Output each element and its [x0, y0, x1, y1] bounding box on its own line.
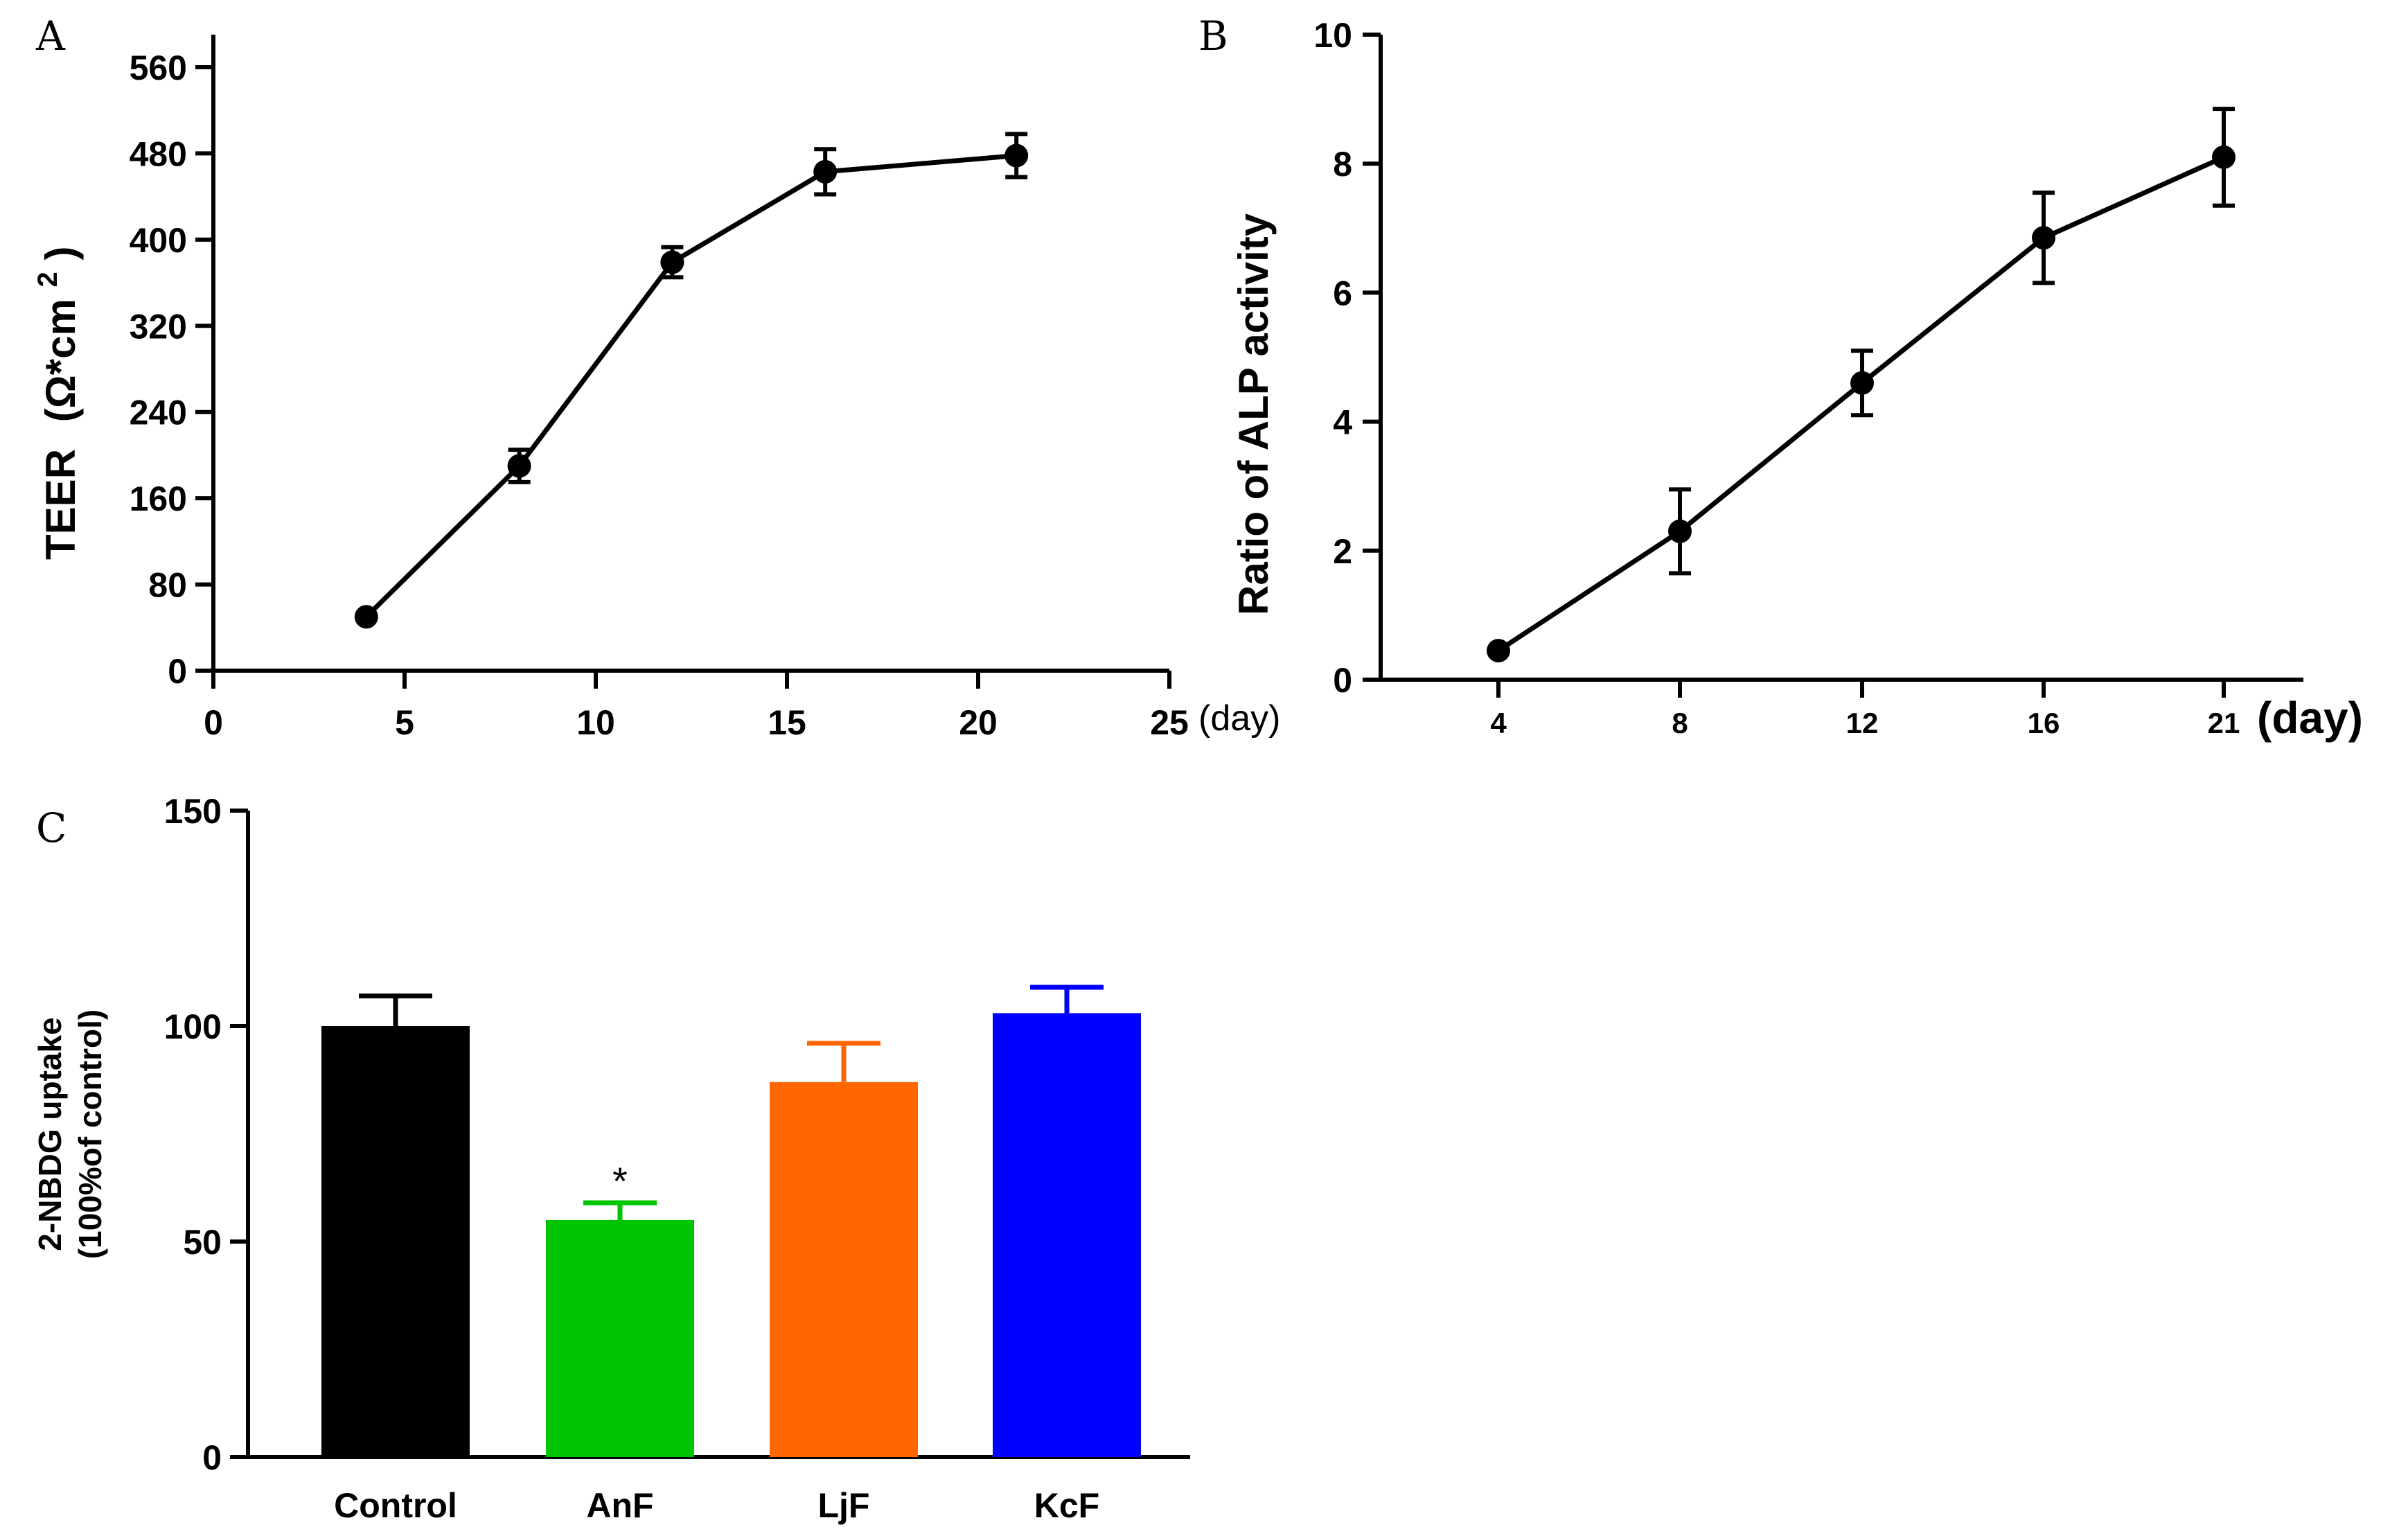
panel-c-y-ticks: 0 50 100 150	[164, 792, 248, 1477]
panel-b-x-tick-label: 4	[1490, 707, 1507, 739]
panel-a-data-point	[507, 454, 531, 478]
panel-a-x-tick-label: 25	[1150, 703, 1189, 742]
panel-b-data-point	[2032, 226, 2055, 250]
panel-c-x-tick-label: AnF	[586, 1486, 653, 1525]
panel-a-x-tick-label: 10	[576, 703, 615, 742]
panel-a-y-label-unit: (Ω*cm	[37, 299, 84, 422]
panel-a-series	[354, 132, 1029, 629]
panel-a-y-tick-label: 80	[148, 566, 187, 605]
panel-a-data-point	[1004, 143, 1029, 168]
panel-b-x-tick-label: 12	[1846, 707, 1879, 739]
panel-c-x-tick-label: KcF	[1034, 1486, 1099, 1525]
panel-b-y-tick-label: 6	[1333, 274, 1352, 312]
panel-b-x-ticks: 4 8 12 16 21	[1490, 680, 2240, 739]
panel-a-y-tick-label: 320	[130, 307, 187, 346]
panel-a-data-point	[354, 605, 378, 629]
panel-a-y-tick-label: 400	[130, 221, 187, 260]
panel-c-x-tick-label: Control	[334, 1486, 457, 1525]
panel-b-y-tick-label: 8	[1333, 145, 1352, 184]
panel-b-y-tick-label: 4	[1333, 403, 1352, 442]
panel-b: B 0 2 4 6 8 10 4 8 12 16 21 (day) Ratio of ALP ac…	[1198, 12, 2363, 743]
panel-a-x-tick-label: 15	[768, 703, 806, 742]
panel-c-letter: C	[36, 804, 67, 851]
panel-b-x-tick-label: 8	[1672, 707, 1688, 739]
panel-a-x-tick-label: 20	[959, 703, 998, 742]
panel-c-bar	[993, 1013, 1141, 1457]
panel-a-y-tick-label: 240	[130, 394, 187, 432]
panel-b-data-point	[2212, 145, 2236, 169]
panel-a-x-tick-label: 5	[395, 703, 414, 742]
panel-b-y-ticks: 0 2 4 6 8 10	[1313, 16, 1381, 700]
panel-c-bar	[770, 1082, 918, 1457]
panel-a-data-point	[660, 250, 684, 274]
panel-c-bar	[546, 1219, 694, 1457]
panel-a-y-label-close: )	[37, 247, 84, 261]
panel-b-data-point	[1668, 519, 1692, 543]
panel-c-significance-annotation: *	[612, 1159, 628, 1203]
panel-a-y-tick-label: 560	[130, 48, 187, 87]
panel-b-y-tick-label: 10	[1313, 16, 1352, 55]
panel-a-y-tick-label: 480	[130, 134, 187, 173]
panel-b-y-tick-label: 2	[1333, 532, 1352, 571]
svg-text:TEER (Ω*cm 2: TEER (Ω*cm 2 )	[19, 247, 84, 560]
panel-b-series	[1487, 107, 2236, 663]
panel-a-x-unit: (day)	[1198, 698, 1280, 739]
panel-a-y-label: TEER (Ω*cm 2 )	[19, 247, 84, 560]
panel-b-data-point	[1487, 639, 1510, 663]
panel-c-y-label-line2: (100%of control)	[72, 1009, 108, 1259]
panel-c-bars: Control AnF * LjF KcF	[321, 985, 1141, 1525]
panel-a-y-tick-label: 0	[168, 652, 187, 691]
panel-b-letter: B	[1198, 12, 1228, 60]
panel-a: A 0 80 160 240 320 400 480 560 0 5 10 15 20 25 (day)…	[19, 12, 1280, 742]
panel-a-letter: A	[35, 12, 66, 60]
panel-c-y-tick-label: 100	[164, 1007, 222, 1046]
panel-c-y-label: 2-NBDG uptake (100%of control)	[32, 1009, 108, 1259]
panel-a-y-ticks: 0 80 160 240 320 400 480 560	[130, 48, 213, 691]
panel-b-data-point	[1850, 371, 1874, 395]
panel-b-y-tick-label: 0	[1333, 661, 1352, 700]
panel-b-x-unit: (day)	[2257, 693, 2363, 743]
panel-a-data-point	[813, 159, 838, 184]
panel-c-y-label-line1: 2-NBDG uptake	[32, 1017, 68, 1251]
panel-b-x-tick-label: 21	[2208, 707, 2240, 739]
panel-a-y-label-sup: 2	[33, 272, 63, 287]
panel-a-series-line	[364, 153, 1017, 619]
panel-c-bar	[321, 1026, 470, 1457]
panel-b-x-tick-label: 16	[2028, 707, 2060, 739]
panel-a-y-label-main: TEER	[37, 449, 84, 560]
panel-c-x-tick-label: LjF	[818, 1486, 870, 1525]
panel-c-y-tick-label: 50	[183, 1223, 222, 1262]
panel-a-x-tick-label: 0	[204, 703, 223, 742]
panel-a-x-ticks: 0 5 10 15 20 25	[204, 671, 1189, 742]
panel-c-y-tick-label: 150	[164, 792, 222, 831]
panel-a-y-tick-label: 160	[130, 479, 187, 518]
panel-c-y-tick-label: 0	[202, 1438, 222, 1477]
panel-b-y-label: Ratio of ALP activity	[1230, 213, 1277, 615]
panel-c: C 0 50 100 150 Control AnF * LjF KcF 2-NBDG upt…	[32, 792, 1190, 1525]
